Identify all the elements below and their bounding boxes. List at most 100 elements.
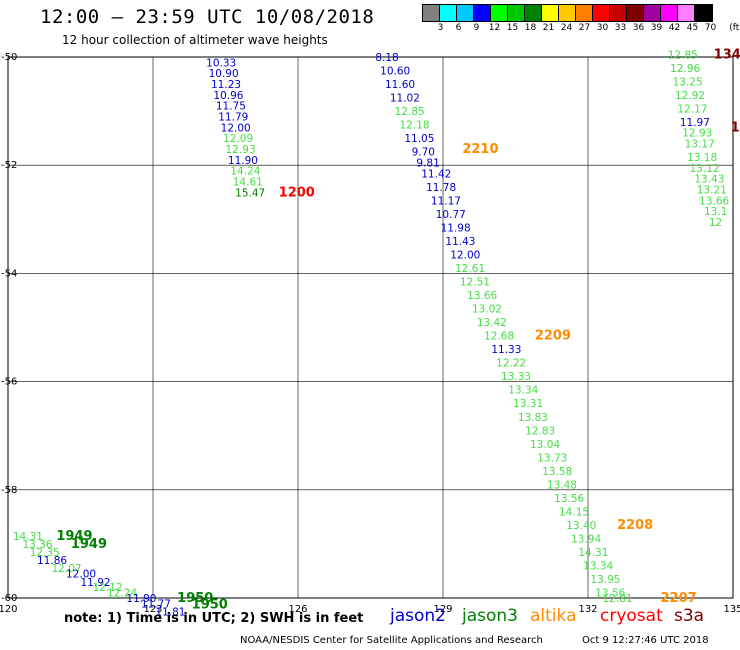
- wave-height-value: 13.58: [542, 466, 572, 478]
- wave-height-value: 11.05: [404, 133, 434, 145]
- y-tick-label: -52: [1, 160, 17, 171]
- scale-label: 21: [542, 23, 555, 33]
- wave-height-value: 11.42: [421, 168, 451, 180]
- wave-height-value: 8.18: [375, 52, 398, 64]
- wave-height-value: 11.90: [126, 593, 156, 605]
- legend-altika: altika: [530, 606, 577, 626]
- x-tick-label: 132: [578, 604, 597, 615]
- wave-height-value: 13.04: [530, 439, 560, 451]
- scale-swatch: [695, 5, 712, 21]
- scale-swatch: [525, 5, 542, 21]
- scale-swatch: [423, 5, 440, 21]
- wave-height-value: 13.34: [508, 385, 538, 397]
- scale-label: 6: [455, 23, 462, 33]
- scale-label: 33: [614, 23, 627, 33]
- wave-height-value: 13.18: [687, 152, 717, 164]
- wave-height-value: 13.56: [595, 588, 625, 600]
- legend-cryosat: cryosat: [600, 606, 663, 626]
- wave-height-value: 11.86: [37, 555, 67, 567]
- wave-height-value: 12.93: [226, 144, 256, 156]
- scale-swatch: [610, 5, 627, 21]
- wave-height-value: 11.23: [211, 79, 241, 91]
- wave-height-value: 12.18: [400, 120, 430, 132]
- wave-height-value: 13.94: [571, 533, 601, 545]
- note-text: note: 1) Time is in UTC; 2) SWH is in fe…: [64, 611, 364, 626]
- wave-height-value: 11.81: [155, 607, 185, 619]
- wave-height-value: 13.73: [537, 452, 567, 464]
- wave-height-value: 11.33: [491, 344, 521, 356]
- scale-swatch: [644, 5, 661, 21]
- time-label: 2208: [617, 518, 653, 533]
- wave-height-value: 11.78: [426, 182, 456, 194]
- color-scale: [422, 4, 713, 22]
- wave-height-value: 11.17: [431, 195, 461, 207]
- wave-height-value: 13.66: [467, 290, 497, 302]
- credit-text: NOAA/NESDIS Center for Satellite Applica…: [240, 635, 543, 646]
- wave-height-value: 11.60: [385, 79, 415, 91]
- wave-height-value: 14.15: [559, 506, 589, 518]
- wave-height-value: 12.09: [223, 133, 253, 145]
- wave-height-value: 12.68: [484, 331, 514, 343]
- wave-height-value: 14.61: [233, 176, 263, 188]
- scale-swatch: [559, 5, 576, 21]
- wave-height-value: 12.24: [107, 588, 137, 600]
- y-tick-label: -56: [1, 377, 17, 388]
- scale-label: 12: [488, 23, 501, 33]
- wave-height-value: 12.07: [52, 563, 82, 575]
- y-tick-label: -60: [1, 593, 17, 604]
- wave-height-value: 10.77: [436, 209, 466, 221]
- wave-height-value: 12.51: [460, 277, 490, 289]
- wave-height-value: 12.85: [668, 49, 698, 61]
- wave-height-value: 12.61: [455, 263, 485, 275]
- scale-swatch: [508, 5, 525, 21]
- scale-swatch: [593, 5, 610, 21]
- wave-height-value: 10.96: [213, 90, 243, 102]
- wave-height-value: 11.98: [441, 222, 471, 234]
- wave-height-value: 13.36: [23, 539, 53, 551]
- axis-ticks: 120 123 126 129 132 135 -50 -52 -54 -56 -58 -60: [0, 52, 740, 615]
- time-label: 2210: [462, 142, 498, 157]
- wave-height-value: 12.92: [675, 90, 705, 102]
- wave-height-value: 9.81: [416, 157, 439, 169]
- wave-height-value: 10.60: [380, 66, 410, 78]
- time-label: 1950: [177, 591, 213, 606]
- wave-height-value: 13.56: [554, 493, 584, 505]
- wave-height-value: 12.00: [450, 249, 480, 261]
- time-label: 1950: [192, 597, 228, 612]
- wave-height-value: 13.66: [699, 195, 729, 207]
- y-tick-label: -50: [1, 52, 17, 63]
- wave-height-value: 12.22: [496, 358, 526, 370]
- scale-label: 36: [632, 23, 645, 33]
- scale-swatch: [576, 5, 593, 21]
- scale-swatch: [457, 5, 474, 21]
- wave-height-value: 12: [709, 217, 722, 229]
- scale-unit: (ft): [729, 23, 740, 33]
- wave-height-value: 13.31: [513, 398, 543, 410]
- scale-label: 42: [668, 23, 681, 33]
- scale-swatch: [474, 5, 491, 21]
- wave-height-value: 12.81: [603, 593, 633, 605]
- wave-height-value: 14.31: [13, 531, 43, 543]
- scale-swatch: [678, 5, 695, 21]
- wave-height-value: 11.90: [228, 155, 258, 167]
- wave-height-value: 13.21: [697, 185, 727, 197]
- wave-height-value: 13.12: [690, 163, 720, 175]
- y-tick-label: -58: [1, 485, 17, 496]
- wave-height-value: 12.93: [682, 128, 712, 140]
- scale-swatch: [627, 5, 644, 21]
- scale-label: 45: [686, 23, 699, 33]
- map-grid: [7, 56, 734, 599]
- wave-height-value: 13.40: [566, 520, 596, 532]
- wave-height-value: 9.70: [412, 147, 435, 159]
- wave-height-value: 15.47: [235, 187, 265, 199]
- wave-height-value: 12.17: [677, 103, 707, 115]
- wave-height-value: 13.48: [547, 479, 577, 491]
- wave-height-value: 12.00: [66, 569, 96, 581]
- scale-label: 24: [560, 23, 573, 33]
- wave-height-value: 12.83: [525, 425, 555, 437]
- time-label: 134: [731, 120, 740, 135]
- wave-height-value: 12.35: [30, 547, 60, 559]
- wave-height-value: 11.77: [141, 598, 171, 610]
- x-tick-label: 129: [433, 604, 452, 615]
